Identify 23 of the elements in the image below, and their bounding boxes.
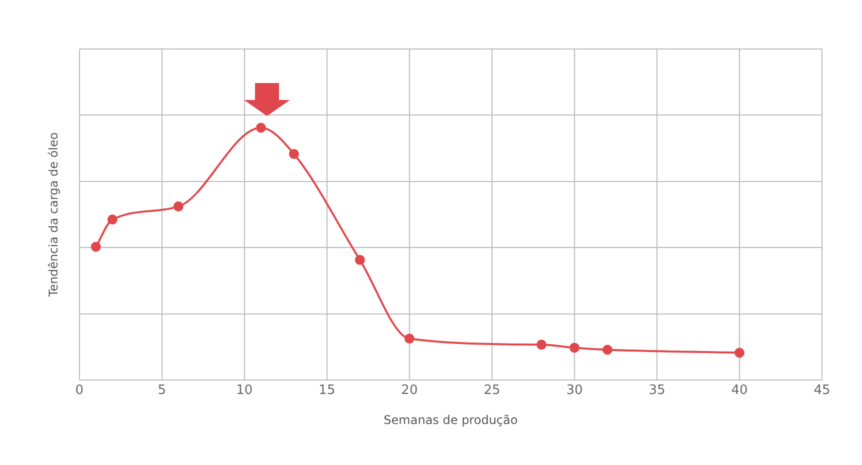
x-tick-label: 20 <box>401 383 418 398</box>
point <box>734 348 744 358</box>
point <box>107 214 118 225</box>
x-tick-label: 5 <box>158 383 166 398</box>
x-tick-label: 35 <box>648 383 666 398</box>
point <box>536 340 546 350</box>
point <box>354 254 365 265</box>
point <box>404 334 414 344</box>
y-axis-title: Tendência da carga de óleo <box>46 132 60 298</box>
x-tick-label: 0 <box>75 383 84 398</box>
x-tick-label: 40 <box>731 383 748 398</box>
point <box>569 342 580 353</box>
point <box>602 344 612 355</box>
x-tick-label: 45 <box>814 383 830 398</box>
x-tick-label: 10 <box>236 383 253 398</box>
x-tick-label: 25 <box>484 383 500 398</box>
x-axis-title: Semanas de produção <box>384 412 518 427</box>
x-tick-label: 15 <box>318 383 336 398</box>
point <box>288 148 299 159</box>
point <box>90 242 101 252</box>
point <box>173 201 184 212</box>
x-tick-label: 30 <box>566 383 583 398</box>
point <box>256 122 266 133</box>
